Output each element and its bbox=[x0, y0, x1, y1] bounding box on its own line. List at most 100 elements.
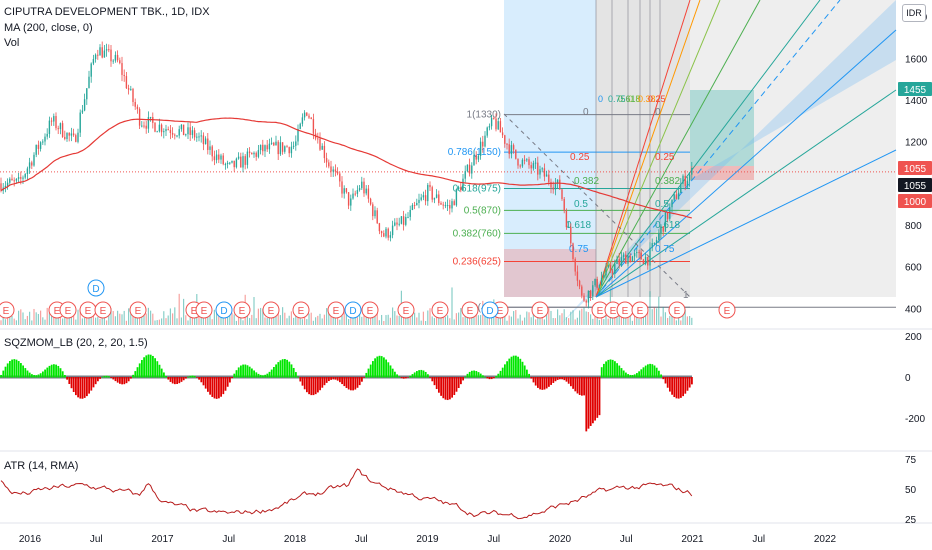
candle-body bbox=[295, 141, 297, 146]
sqzmom-bar bbox=[301, 377, 304, 386]
sqzmom-bar bbox=[94, 377, 97, 385]
volume-bar bbox=[95, 317, 97, 325]
volume-bar bbox=[409, 309, 411, 325]
fib-box-label: 0.382 bbox=[574, 176, 599, 187]
sqzmom-bar bbox=[180, 377, 183, 382]
symbol-title[interactable]: CIPUTRA DEVELOPMENT TBK., 1D, IDX bbox=[4, 6, 210, 18]
candle-body bbox=[160, 124, 163, 133]
candle-body bbox=[367, 188, 370, 199]
position-box-loss bbox=[690, 166, 754, 180]
sqzmom-bar bbox=[372, 361, 374, 378]
volume-bar bbox=[106, 320, 108, 325]
sqzmom-bar bbox=[277, 362, 280, 378]
volume-bar bbox=[161, 318, 163, 325]
volume-bar bbox=[290, 311, 292, 325]
volume-bar bbox=[251, 314, 253, 325]
sqzmom-bar bbox=[270, 369, 273, 378]
volume-bar bbox=[480, 315, 482, 325]
volume-bar bbox=[64, 310, 66, 325]
volume-bar bbox=[497, 318, 499, 325]
volume-bar bbox=[22, 312, 24, 325]
sqzmom-bar bbox=[292, 367, 295, 378]
volume-bar bbox=[154, 320, 156, 325]
candle-body bbox=[132, 88, 134, 103]
candle-body bbox=[77, 132, 79, 142]
candle-body bbox=[530, 165, 532, 169]
volume-bar bbox=[557, 309, 559, 325]
vol-legend[interactable]: Vol bbox=[4, 37, 20, 49]
candle-body bbox=[499, 121, 502, 133]
sqzmom-bar bbox=[55, 364, 57, 378]
candle-body bbox=[9, 178, 11, 183]
sqzmom-bar bbox=[233, 373, 236, 378]
candle-body bbox=[629, 256, 631, 262]
price-axis-tick: 1200 bbox=[905, 138, 928, 149]
earnings-marker-label: E bbox=[403, 306, 410, 317]
earnings-marker-label: E bbox=[724, 306, 731, 317]
candle-body bbox=[222, 155, 224, 165]
volume-bar bbox=[506, 320, 508, 325]
sqzmom-bar bbox=[402, 377, 405, 379]
candle-body bbox=[435, 194, 438, 198]
candle-body bbox=[226, 162, 229, 165]
sqzmom-bar bbox=[13, 359, 16, 378]
earnings-marker bbox=[94, 301, 112, 319]
candle-body bbox=[224, 164, 227, 166]
candle-body bbox=[479, 141, 482, 156]
candle-body bbox=[92, 59, 95, 64]
candle-body bbox=[369, 198, 372, 205]
time-axis-label: 2022 bbox=[814, 534, 837, 545]
atr-legend[interactable]: ATR (14, RMA) bbox=[4, 460, 79, 472]
price-axis-tick: 400 bbox=[905, 304, 922, 315]
candle-body bbox=[83, 99, 86, 111]
sqzmom-legend[interactable]: SQZMOM_LB (20, 2, 20, 1.5) bbox=[4, 337, 148, 349]
volume-bar bbox=[442, 316, 444, 325]
volume-bar bbox=[596, 313, 598, 325]
sqzmom-bar bbox=[493, 377, 495, 379]
sqzmom-bar bbox=[57, 365, 60, 378]
sqzmom-bar bbox=[631, 375, 634, 378]
volume-bar bbox=[502, 311, 504, 325]
volume-bar bbox=[310, 312, 312, 325]
candle-body bbox=[163, 131, 165, 133]
sqzmom-bar bbox=[147, 354, 150, 378]
candle-body bbox=[451, 201, 453, 209]
sqzmom-bar bbox=[653, 365, 656, 378]
candle-body bbox=[319, 138, 321, 150]
candle-body bbox=[112, 60, 114, 62]
sqzmom-bar bbox=[264, 374, 266, 378]
volume-bar bbox=[328, 309, 330, 325]
candle-body bbox=[165, 129, 167, 132]
sqzmom-bar bbox=[614, 361, 616, 378]
volume-bar bbox=[48, 309, 50, 325]
candle-body bbox=[143, 125, 145, 127]
sqzmom-bar bbox=[152, 355, 154, 378]
sqzmom-bar bbox=[39, 373, 42, 378]
candle-body bbox=[422, 195, 425, 198]
currency-badge[interactable]: IDR bbox=[902, 4, 926, 22]
ma-legend[interactable]: MA (200, close, 0) bbox=[4, 22, 93, 34]
volume-bar bbox=[323, 314, 325, 325]
sqzmom-bar bbox=[675, 377, 678, 399]
candle-body bbox=[176, 135, 178, 137]
volume-bar bbox=[75, 319, 77, 325]
volume-bar bbox=[345, 312, 347, 325]
volume-bar bbox=[513, 311, 515, 325]
sqzmom-bar bbox=[88, 377, 90, 394]
earnings-marker-label: E bbox=[597, 306, 604, 317]
sqzmom-bar bbox=[90, 377, 93, 391]
candle-body bbox=[229, 162, 231, 164]
candle-body bbox=[50, 120, 53, 122]
sqzmom-bar bbox=[684, 377, 687, 394]
candle-body bbox=[585, 300, 587, 303]
candle-body bbox=[380, 231, 383, 234]
fib-box-label: 0.618 bbox=[566, 220, 591, 231]
sqzmom-bar bbox=[596, 377, 599, 418]
candle-body bbox=[486, 127, 488, 136]
sqzmom-bar bbox=[413, 372, 416, 378]
candle-body bbox=[559, 179, 561, 190]
candle-body bbox=[211, 146, 213, 157]
volume-bar bbox=[220, 316, 222, 325]
